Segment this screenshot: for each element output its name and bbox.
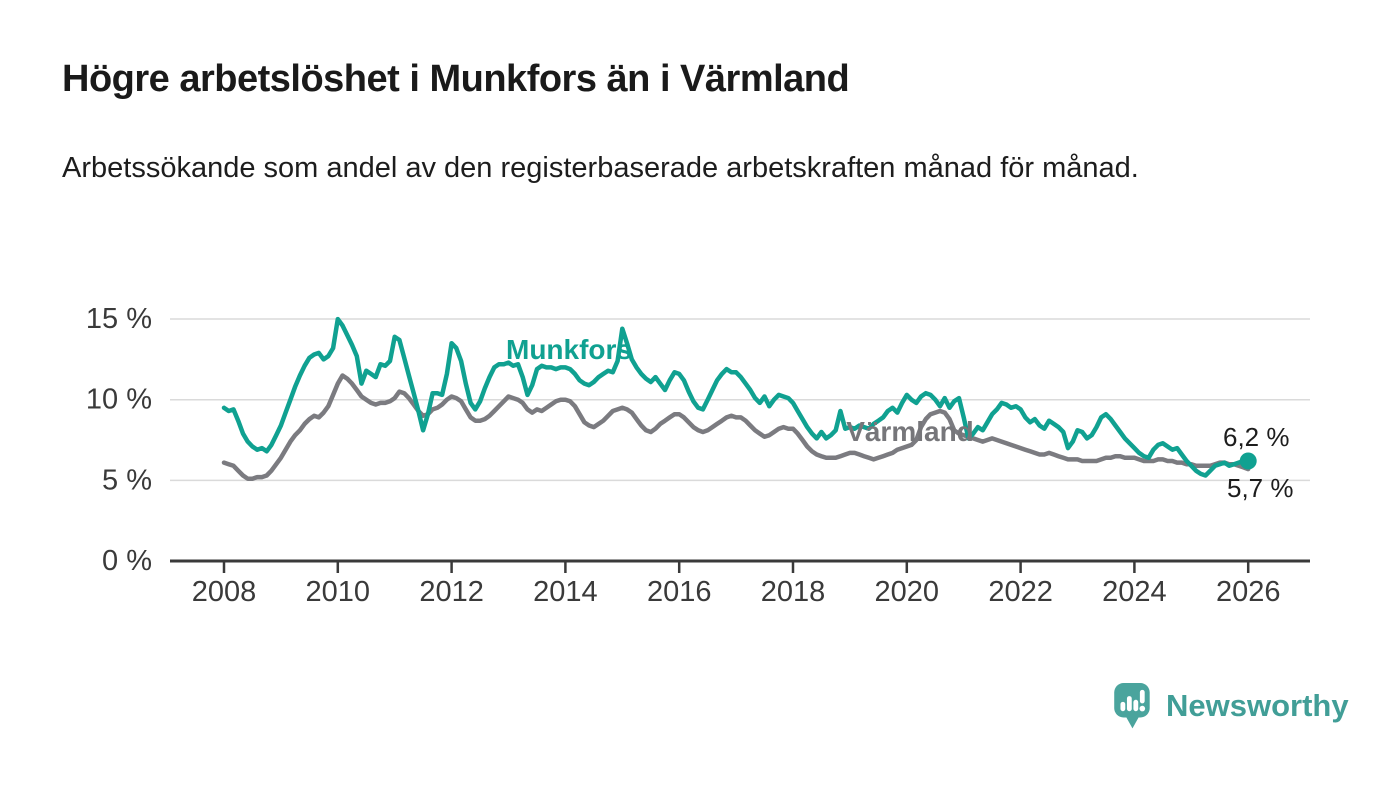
series-label-varmland: Värmland — [846, 416, 974, 447]
y-axis-label-5: 5 % — [102, 464, 152, 496]
x-axis-label-2026: 2026 — [1216, 576, 1281, 608]
end-value-label-munkfors: 6,2 % — [1223, 422, 1290, 452]
x-axis-label-2014: 2014 — [533, 576, 598, 608]
x-axis-label-2022: 2022 — [988, 576, 1053, 608]
bar-chart-speech-bubble-icon — [1114, 683, 1150, 729]
x-axis-label-2024: 2024 — [1102, 576, 1167, 608]
chart-title: Högre arbetslöshet i Munkfors än i Värml… — [62, 58, 850, 100]
y-axis-label-10: 10 % — [86, 384, 152, 416]
y-axis-label-0: 0 % — [102, 545, 152, 577]
x-axis-label-2012: 2012 — [419, 576, 484, 608]
x-axis-label-2008: 2008 — [192, 576, 257, 608]
end-value-label-varmland: 5,7 % — [1227, 473, 1294, 503]
series-end-marker-munkfors — [1239, 452, 1257, 470]
series-line-munkfors — [221, 316, 1251, 478]
chart-subtitle: Arbetssökande som andel av den registerb… — [62, 152, 1139, 184]
x-axis-label-2020: 2020 — [875, 576, 940, 608]
newsworthy-logo: Newsworthy — [1113, 682, 1349, 730]
x-axis-label-2010: 2010 — [306, 576, 371, 608]
newsworthy-logo-text: Newsworthy — [1166, 688, 1349, 723]
series-label-munkfors: Munkfors — [506, 334, 632, 365]
y-axis-label-15: 15 % — [86, 303, 152, 335]
series-line-varmland — [221, 373, 1251, 481]
x-axis-label-2016: 2016 — [647, 576, 712, 608]
x-axis-label-2018: 2018 — [761, 576, 826, 608]
